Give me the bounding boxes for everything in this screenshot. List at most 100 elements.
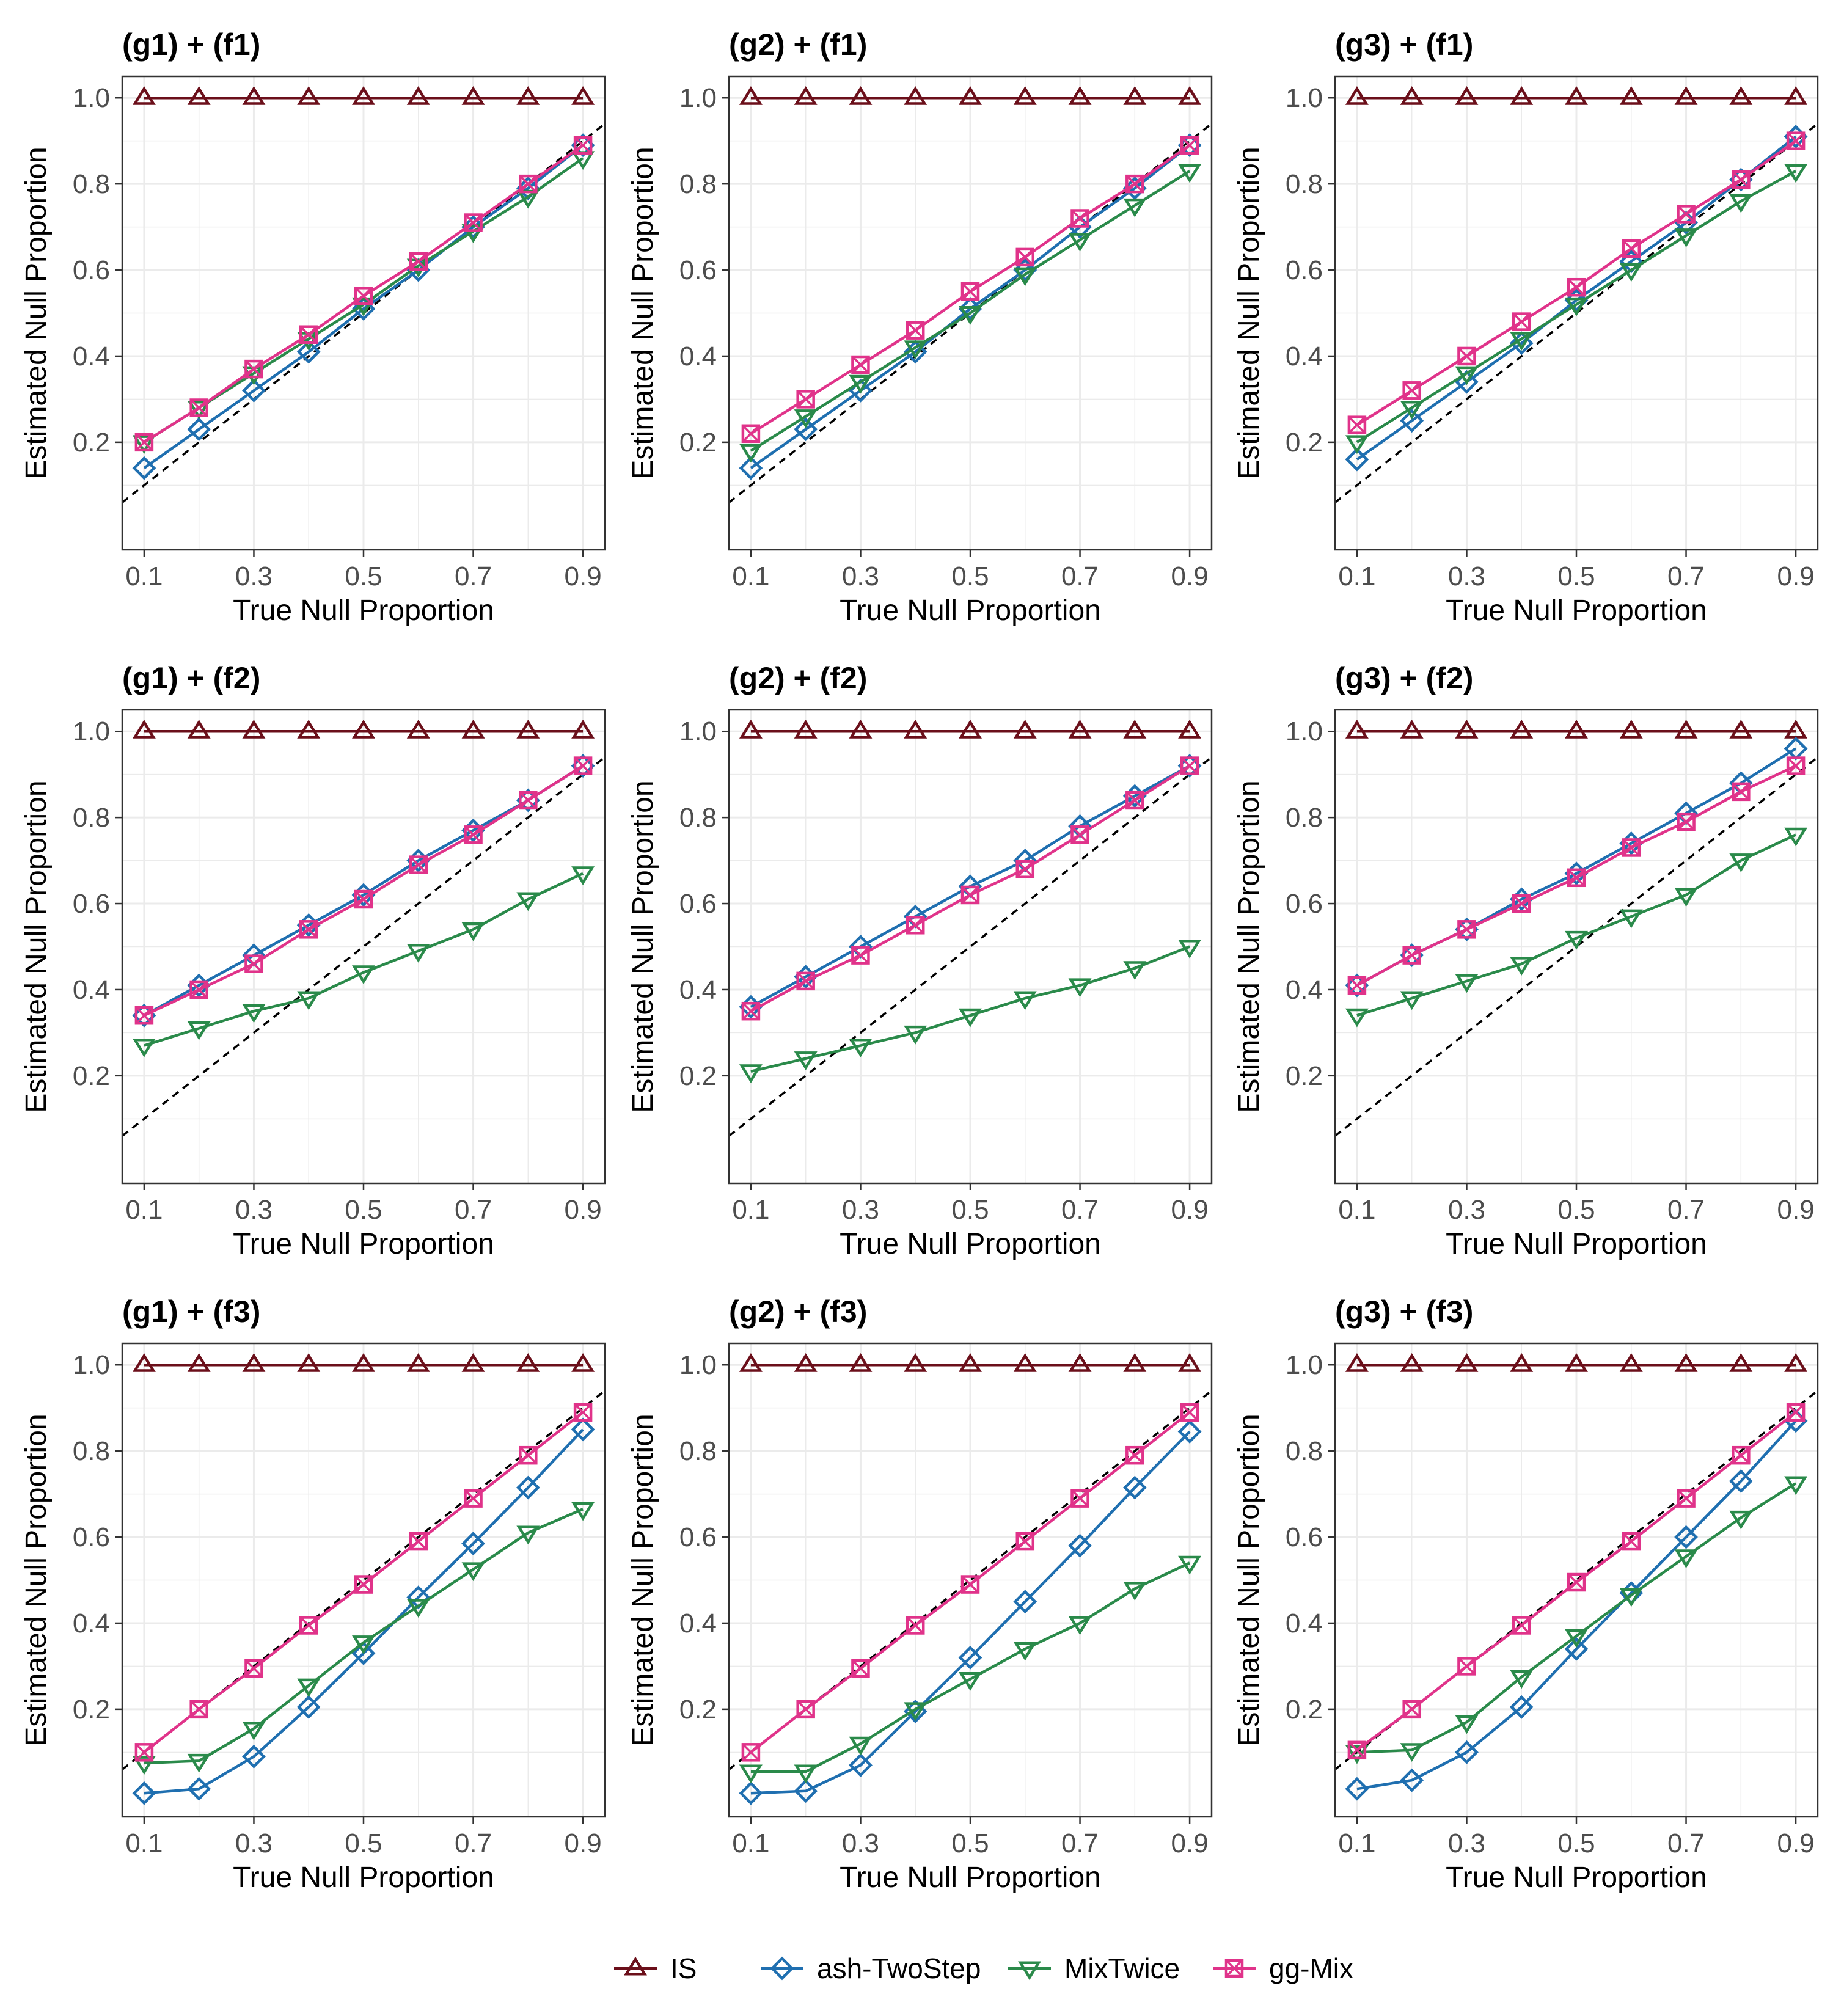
point-is (516, 86, 540, 105)
point-ash-twostep (1122, 1475, 1147, 1500)
point-is (959, 1353, 982, 1372)
point-mixtwice (1565, 1629, 1588, 1648)
point-gg-mix (1347, 415, 1367, 434)
series-line-ash-twostep (143, 144, 584, 469)
point-mixtwice (1510, 957, 1534, 976)
x-axis-label: True Null Proportion (840, 1228, 1101, 1260)
plot-area (729, 1353, 1212, 1805)
point-mixtwice (1455, 1715, 1479, 1734)
y-tick-label: 0.4 (73, 975, 110, 1005)
point-is (1345, 86, 1369, 105)
y-axis-label: Estimated Null Proportion (20, 147, 53, 479)
y-tick-label: 0.8 (73, 169, 110, 199)
series-gg-mix (741, 1403, 1199, 1762)
point-gg-mix (354, 1575, 373, 1594)
panel-title: (g3) + (f2) (1335, 661, 1473, 695)
plot-area (1335, 1353, 1818, 1801)
series-mixtwice (1345, 827, 1808, 1028)
point-is (794, 86, 818, 105)
x-axis-label: True Null Proportion (840, 1861, 1101, 1894)
point-gg-mix (244, 954, 263, 973)
y-tick-label: 0.6 (679, 1522, 717, 1552)
point-gg-mix (1677, 205, 1696, 224)
point-gg-mix (1457, 920, 1476, 939)
point-is (352, 1353, 375, 1372)
point-mixtwice (1345, 1008, 1369, 1028)
point-gg-mix (1786, 756, 1806, 775)
x-axis-label: True Null Proportion (233, 1228, 494, 1260)
plot-area (1335, 86, 1818, 503)
y-tick-label: 0.4 (679, 975, 717, 1005)
point-mixtwice (1510, 1670, 1534, 1689)
y-tick-label: 0.8 (679, 169, 717, 199)
x-tick-label: 0.1 (732, 1828, 769, 1858)
point-is (1619, 1353, 1643, 1372)
y-tick-label: 0.4 (1286, 1609, 1323, 1638)
y-tick-label: 0.4 (73, 341, 110, 371)
point-gg-mix (464, 213, 483, 232)
point-ash-twostep (1177, 1419, 1202, 1444)
point-mixtwice (1400, 991, 1424, 1010)
point-gg-mix (1512, 1616, 1531, 1635)
point-is (1068, 86, 1092, 105)
point-mixtwice (352, 1635, 375, 1654)
point-is (904, 719, 927, 739)
point-mixtwice (461, 1562, 485, 1582)
point-gg-mix (134, 433, 154, 452)
y-tick-label: 0.8 (679, 1436, 717, 1466)
point-ash-twostep (739, 456, 763, 480)
series-is (739, 719, 1202, 739)
point-ash-twostep (849, 1753, 873, 1777)
y-tick-label: 0.6 (1286, 1522, 1323, 1552)
panel-g2-f2: 0.1 0.3 0.5 0.7 0.9 0.2 0.4 0.6 0.8 1.0 (g2) + (f2… (627, 661, 1213, 1260)
point-gg-mix (796, 971, 815, 991)
point-gg-mix (1677, 812, 1696, 831)
plot-area (122, 86, 605, 503)
x-tick-label: 0.9 (565, 1828, 602, 1858)
point-ash-twostep (1013, 1590, 1037, 1614)
point-gg-mix (1347, 1740, 1367, 1760)
point-gg-mix (960, 1575, 980, 1594)
point-gg-mix (354, 287, 373, 305)
x-tick-label: 0.1 (125, 1195, 163, 1225)
panel-title: (g2) + (f1) (729, 27, 867, 62)
point-gg-mix (244, 1659, 263, 1678)
point-gg-mix (851, 1659, 870, 1678)
point-gg-mix (189, 980, 208, 999)
y-tick-label: 0.2 (1286, 1061, 1323, 1091)
point-is (1729, 1353, 1753, 1372)
point-mixtwice (1178, 939, 1202, 959)
series-mixtwice (1345, 1476, 1808, 1764)
point-gg-mix (1622, 239, 1641, 258)
x-tick-label: 0.3 (842, 1828, 879, 1858)
point-mixtwice (1565, 297, 1588, 316)
point-gg-mix (189, 1700, 208, 1719)
y-tick-label: 0.6 (1286, 889, 1323, 919)
x-tick-label: 0.5 (345, 561, 382, 591)
point-is (1510, 1353, 1534, 1372)
x-tick-label: 0.7 (455, 561, 492, 591)
x-tick-label: 0.3 (1448, 1828, 1485, 1858)
point-mixtwice (1013, 1642, 1037, 1661)
point-gg-mix (796, 390, 815, 409)
point-is (1123, 86, 1147, 105)
point-ash-twostep (242, 378, 266, 403)
point-ash-twostep (1068, 1533, 1092, 1558)
point-gg-mix (906, 321, 925, 340)
y-tick-label: 0.6 (73, 255, 110, 285)
point-is (352, 86, 375, 105)
point-is (461, 719, 485, 739)
y-tick-label: 0.2 (679, 1695, 717, 1725)
point-mixtwice (1729, 853, 1753, 872)
gridlines (122, 1343, 605, 1817)
point-gg-mix (519, 1445, 538, 1465)
point-gg-mix (1567, 1572, 1586, 1592)
series-gg-mix (134, 756, 593, 1025)
point-is (1510, 86, 1534, 105)
point-ash-twostep (1674, 1525, 1698, 1549)
y-tick-label: 0.2 (1286, 1695, 1323, 1725)
x-tick-label: 0.5 (951, 1828, 989, 1858)
point-is (461, 1353, 485, 1372)
point-is (1400, 1353, 1424, 1372)
x-tick-label: 0.1 (732, 1195, 769, 1225)
